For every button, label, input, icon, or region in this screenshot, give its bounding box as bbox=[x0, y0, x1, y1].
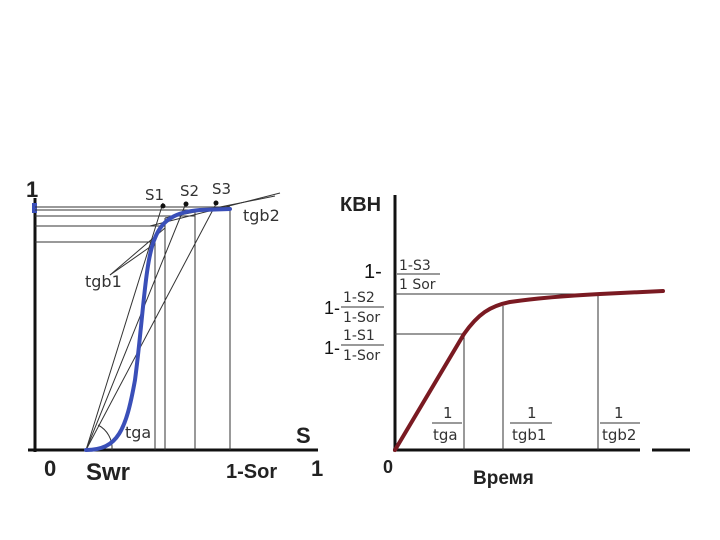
s2-label: S2 bbox=[180, 182, 199, 200]
tick2-numerator: 1 bbox=[527, 404, 537, 422]
point-s3 bbox=[213, 200, 219, 206]
s1-label: S1 bbox=[145, 186, 164, 204]
level2-fraction: 1- 1-S2 1-Sor bbox=[324, 290, 384, 326]
level1-numerator: 1-S1 bbox=[343, 328, 375, 344]
right-chart: КВН 0 Время 1- 1-S3 1 Sor 1- 1-S2 1-Sor … bbox=[324, 194, 690, 489]
kvn-curve bbox=[393, 289, 665, 452]
tick3-numerator: 1 bbox=[614, 404, 624, 422]
pointer-tgb1 bbox=[109, 246, 151, 276]
level1-fraction: 1- 1-S1 1-Sor bbox=[324, 328, 384, 364]
level3-denominator: 1 Sor bbox=[399, 277, 436, 293]
s3-label: S3 bbox=[212, 180, 231, 198]
left-x-end-label: 1 bbox=[311, 456, 323, 481]
level2-numerator: 1-S2 bbox=[343, 290, 375, 306]
tgb2-label: tgb2 bbox=[243, 206, 280, 225]
right-origin-label: 0 bbox=[383, 457, 393, 477]
tick1-fraction: 1 tga bbox=[432, 404, 462, 444]
tangent-tgb1 bbox=[85, 202, 187, 451]
tick1-numerator: 1 bbox=[443, 404, 453, 422]
left-chart: 1 0 1 S Swr 1-Sor S1 S2 S3 tga tgb1 tgb2 bbox=[26, 177, 323, 486]
level3-numerator: 1-S3 bbox=[399, 258, 431, 274]
axis-name-s: S bbox=[296, 423, 311, 448]
point-s1 bbox=[160, 203, 166, 209]
tick2-fraction: 1 tgb1 bbox=[510, 404, 552, 444]
left-y-top-marker bbox=[32, 203, 37, 213]
level1-prefix: 1- bbox=[324, 338, 340, 358]
tick3-fraction: 1 tgb2 bbox=[600, 404, 640, 444]
left-y-top-label: 1 bbox=[26, 177, 38, 202]
sor-label: 1-Sor bbox=[226, 461, 277, 483]
left-origin-label: 0 bbox=[44, 456, 56, 481]
level1-denominator: 1-Sor bbox=[343, 348, 380, 364]
level3-prefix: 1- bbox=[364, 261, 382, 283]
angle-arc bbox=[97, 424, 113, 451]
right-y-axis-label: КВН bbox=[340, 194, 381, 216]
swr-label: Swr bbox=[86, 459, 130, 486]
tick1-denominator: tga bbox=[433, 426, 458, 444]
tangent-tga bbox=[85, 202, 164, 451]
fractional-flow-curve bbox=[84, 207, 232, 452]
tick2-denominator: tgb1 bbox=[512, 426, 546, 444]
level2-prefix: 1- bbox=[324, 298, 340, 318]
tga-label: tga bbox=[125, 423, 151, 442]
level3-fraction: 1- 1-S3 1 Sor bbox=[364, 258, 440, 293]
tangent-tgb2-a bbox=[85, 203, 217, 451]
tick3-denominator: tgb2 bbox=[602, 426, 636, 444]
level2-denominator: 1-Sor bbox=[343, 310, 380, 326]
tgb1-label: tgb1 bbox=[85, 272, 122, 291]
right-x-axis-label: Время bbox=[473, 468, 534, 489]
point-s2 bbox=[183, 201, 189, 207]
